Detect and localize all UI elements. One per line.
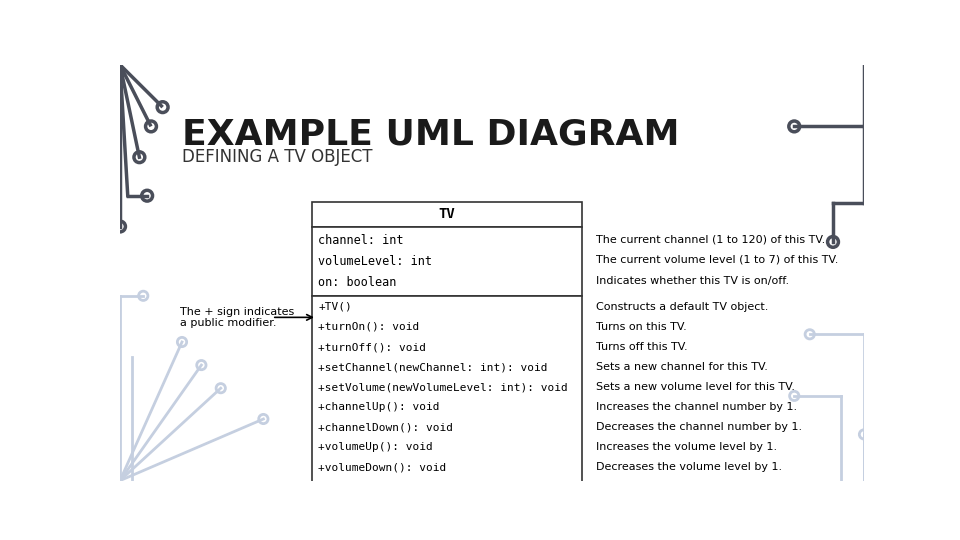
Text: +turnOn(): void: +turnOn(): void	[319, 322, 420, 332]
Text: +volumeDown(): void: +volumeDown(): void	[319, 462, 446, 472]
Text: +setChannel(newChannel: int): void: +setChannel(newChannel: int): void	[319, 362, 548, 372]
Text: Increases the channel number by 1.: Increases the channel number by 1.	[596, 402, 797, 412]
Text: The + sign indicates
a public modifier.: The + sign indicates a public modifier.	[180, 307, 295, 328]
Text: TV: TV	[439, 207, 455, 221]
Text: Indicates whether this TV is on/off.: Indicates whether this TV is on/off.	[596, 276, 789, 286]
Text: +TV(): +TV()	[319, 302, 352, 312]
Text: Sets a new volume level for this TV.: Sets a new volume level for this TV.	[596, 382, 795, 392]
Text: Constructs a default TV object.: Constructs a default TV object.	[596, 302, 768, 312]
Text: Turns on this TV.: Turns on this TV.	[596, 322, 686, 332]
Text: EXAMPLE UML DIAGRAM: EXAMPLE UML DIAGRAM	[182, 117, 680, 151]
Text: on: boolean: on: boolean	[319, 276, 396, 289]
Bar	[312, 226, 582, 296]
Bar	[312, 296, 582, 488]
Text: +channelUp(): void: +channelUp(): void	[319, 402, 440, 412]
Text: Decreases the volume level by 1.: Decreases the volume level by 1.	[596, 462, 782, 472]
Bar	[312, 202, 582, 226]
Text: Increases the volume level by 1.: Increases the volume level by 1.	[596, 442, 777, 452]
Text: The current volume level (1 to 7) of this TV.: The current volume level (1 to 7) of thi…	[596, 255, 838, 265]
Text: +setVolume(newVolumeLevel: int): void: +setVolume(newVolumeLevel: int): void	[319, 382, 568, 392]
Text: The current channel (1 to 120) of this TV.: The current channel (1 to 120) of this T…	[596, 234, 825, 244]
Text: +channelDown(): void: +channelDown(): void	[319, 422, 453, 432]
Text: DEFINING A TV OBJECT: DEFINING A TV OBJECT	[182, 148, 372, 166]
Text: Turns off this TV.: Turns off this TV.	[596, 342, 687, 352]
Text: Sets a new channel for this TV.: Sets a new channel for this TV.	[596, 362, 768, 372]
Text: Decreases the channel number by 1.: Decreases the channel number by 1.	[596, 422, 802, 432]
Text: channel: int: channel: int	[319, 234, 404, 247]
Text: volumeLevel: int: volumeLevel: int	[319, 255, 432, 268]
Text: +turnOff(): void: +turnOff(): void	[319, 342, 426, 352]
Text: +volumeUp(): void: +volumeUp(): void	[319, 442, 433, 452]
